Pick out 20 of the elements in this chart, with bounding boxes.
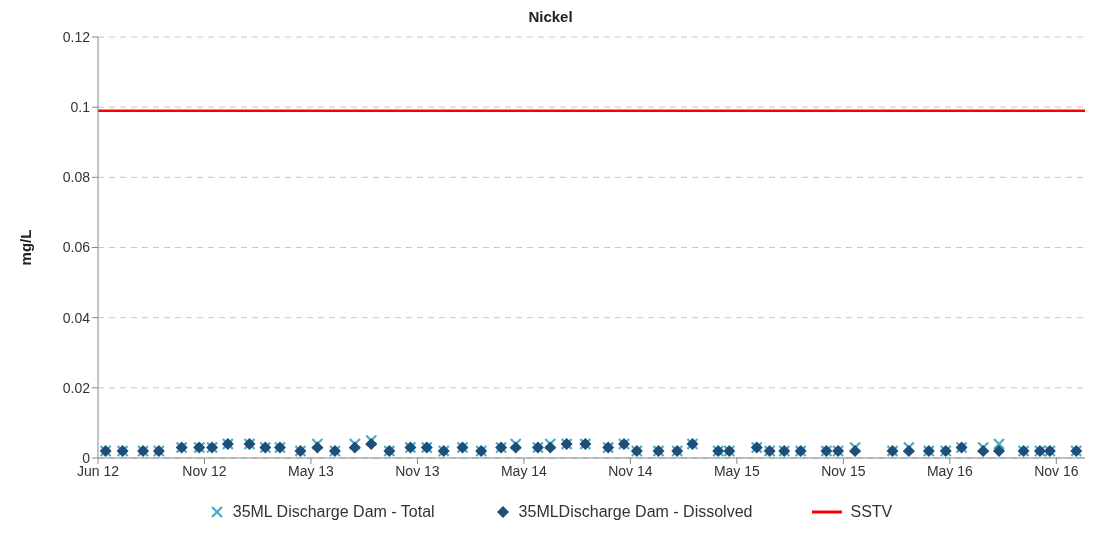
y-tick-label: 0.1 [70,99,91,116]
x-tick-label: Nov 12 [182,462,227,479]
y-tick-label: 0.06 [62,239,91,256]
x-tick-label: Nov 15 [821,462,866,479]
chart-title: Nickel [527,8,574,25]
x-tick-label: May 15 [713,462,761,479]
x-tick-label: Nov 16 [1034,462,1079,479]
x-tick-label: Nov 14 [608,462,653,479]
x-tick-label: May 16 [926,462,974,479]
legend-label: 35MLDischarge Dam - Dissolved [518,503,753,521]
y-tick-label: 0.08 [62,169,91,186]
legend-label: SSTV [850,503,893,521]
x-tick-label: May 14 [500,462,548,479]
y-axis-title: mg/L [17,229,35,266]
legend-label: 35ML Discharge Dam - Total [232,503,435,521]
y-tick-label: 0.02 [62,379,91,396]
x-tick-label: Nov 13 [395,462,440,479]
y-tick-label: 0.04 [62,309,91,326]
x-tick-label: May 13 [288,462,335,479]
y-tick-label: 0.12 [62,28,91,45]
